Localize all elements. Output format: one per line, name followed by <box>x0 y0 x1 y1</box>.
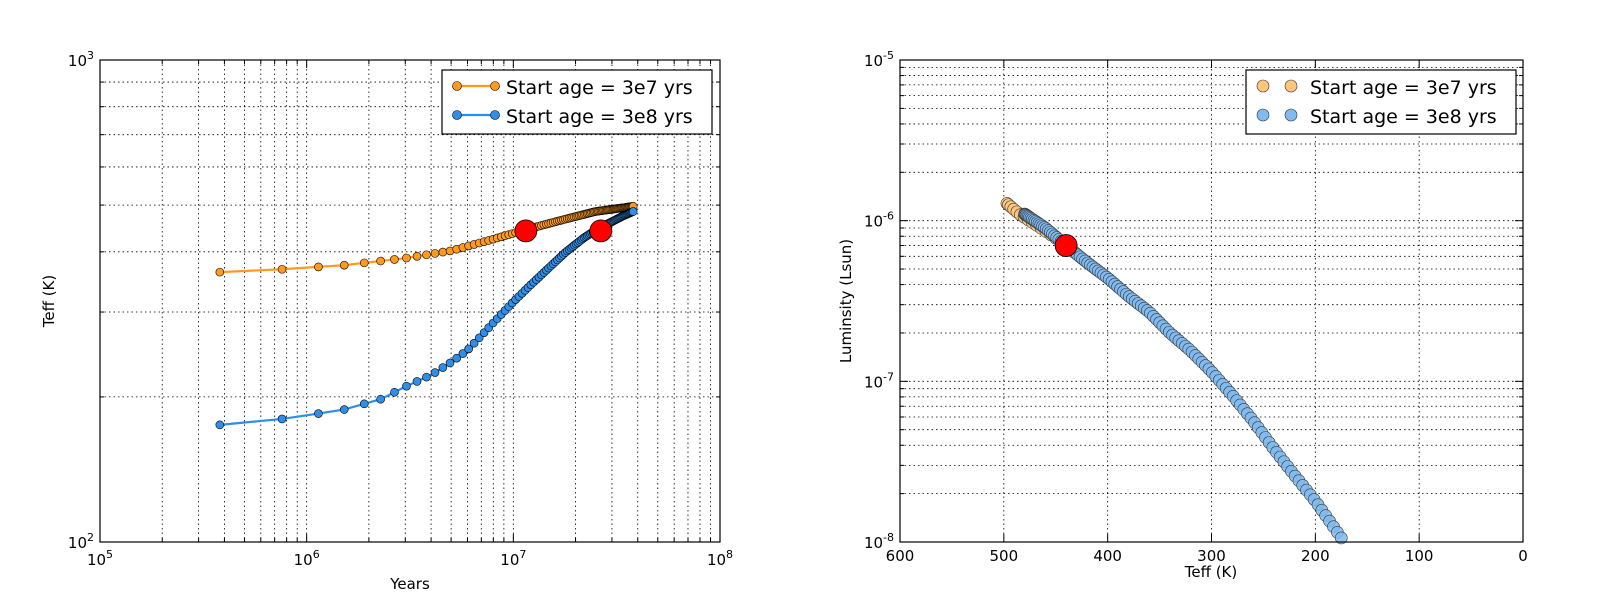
chart2-ylabel: Luminsity (Lsun) <box>837 239 855 363</box>
chart1-data-point <box>438 363 448 372</box>
chart1-xlabel: Years <box>389 575 430 593</box>
chart1-legend-symbol-3e8 <box>452 110 500 120</box>
chart1-data-point <box>339 260 349 270</box>
chart1-series <box>215 202 638 430</box>
chart2-grid <box>900 60 1523 542</box>
chart2-xlabel: Teff (K) <box>1184 563 1238 581</box>
chart2-legend-symbol-3e7 <box>1256 79 1298 93</box>
chart2-legend-symbol-3e8 <box>1256 108 1298 122</box>
chart1-data-point <box>359 399 369 409</box>
chart1-data-point <box>464 344 473 354</box>
chart2-legend-label-3e7: Start age = 3e7 yrs <box>1310 77 1497 99</box>
teff-vs-years-chart: 105 106 107 108 102 103 Years Teff (K) Start … <box>40 49 733 593</box>
chart1-data-point <box>314 409 323 418</box>
chart1-data-point <box>359 258 369 268</box>
chart1-series-3e7 <box>215 202 638 277</box>
chart1-data-point <box>452 353 461 363</box>
chart1-y-tick-label: 103 <box>68 49 94 70</box>
chart1-x-tick-label: 105 <box>87 548 113 569</box>
chart1-data-point <box>376 256 385 266</box>
chart2-x-tick-label: 0 <box>1518 547 1528 565</box>
chart1-x-tick-label: 107 <box>500 548 526 569</box>
chart1-x-tick-label: 108 <box>707 548 733 569</box>
luminosity-vs-teff-chart: 600 500 400 300 200 100 0 10-8 10-7 10-6 10-5 Teff… <box>837 49 1528 581</box>
chart2-x-tick-label: 400 <box>1093 547 1122 565</box>
chart2-x-tick-label: 300 <box>1197 547 1226 565</box>
chart1-data-point <box>314 262 323 272</box>
chart1-data-point <box>277 264 287 274</box>
chart2-highlight-marker <box>1054 234 1078 257</box>
chart1-legend-symbol-3e7 <box>452 81 500 91</box>
chart1-y-tick-label: 102 <box>68 531 94 552</box>
chart1-data-point <box>402 381 411 391</box>
chart2-x-tick-label: 500 <box>990 547 1019 565</box>
chart1-data-point <box>445 358 455 368</box>
chart1-ticks: 105 106 107 108 102 103 <box>68 49 733 569</box>
chart1-legend-label-3e8: Start age = 3e8 yrs <box>506 106 693 128</box>
chart2-series-3e8 <box>1018 207 1348 545</box>
chart2-x-tick-label: 100 <box>1405 547 1434 565</box>
chart2-legend: Start age = 3e7 yrs Start age = 3e8 yrs <box>1245 69 1517 135</box>
chart1-data-point <box>438 247 448 257</box>
chart1-ylabel: Teff (K) <box>40 275 58 329</box>
chart1-data-point <box>215 267 225 277</box>
chart1-x-tick-label: 106 <box>294 548 320 569</box>
chart2-x-tick-label: 200 <box>1301 547 1330 565</box>
chart1-data-point <box>390 255 399 264</box>
chart2-series <box>1000 197 1348 545</box>
chart1-data-point <box>422 372 431 382</box>
chart1-data-point <box>376 394 385 404</box>
chart2-y-tick-label: 10-8 <box>864 531 894 552</box>
chart1-data-point <box>412 251 422 261</box>
chart1-data-point <box>402 253 411 263</box>
chart1-data-point <box>430 249 440 258</box>
chart2-y-tick-label: 10-7 <box>864 370 894 391</box>
chart1-series-3e8 <box>215 207 638 430</box>
chart1-data-point <box>458 349 468 358</box>
chart1-data-point <box>430 368 440 377</box>
chart1-legend-box <box>441 69 713 135</box>
chart2-data-point <box>1334 531 1348 545</box>
chart1-highlight-marker <box>589 219 613 243</box>
chart1-data-point <box>339 405 349 414</box>
chart2-x-tick-label: 600 <box>886 547 915 565</box>
chart2-ticks: 600 500 400 300 200 100 0 10-8 10-7 10-6 10-5 <box>864 49 1528 565</box>
chart1-highlight-marker <box>514 219 538 243</box>
chart2-y-tick-label: 10-6 <box>864 210 894 231</box>
chart1-grid <box>100 60 720 542</box>
chart1-legend: Start age = 3e7 yrs Start age = 3e8 yrs <box>441 69 713 135</box>
chart1-data-point <box>390 387 399 397</box>
chart1-legend-label-3e7: Start age = 3e7 yrs <box>506 77 693 99</box>
chart1-plot-frame <box>99 59 721 543</box>
chart1-data-point <box>277 414 287 424</box>
chart1-data-point <box>422 250 431 260</box>
chart1-data-point <box>215 420 225 430</box>
chart2-y-tick-label: 10-5 <box>864 49 894 70</box>
chart1-data-point <box>628 207 638 216</box>
chart2-legend-label-3e8: Start age = 3e8 yrs <box>1310 106 1497 128</box>
chart1-data-point <box>469 338 479 348</box>
chart1-data-point <box>412 377 422 386</box>
